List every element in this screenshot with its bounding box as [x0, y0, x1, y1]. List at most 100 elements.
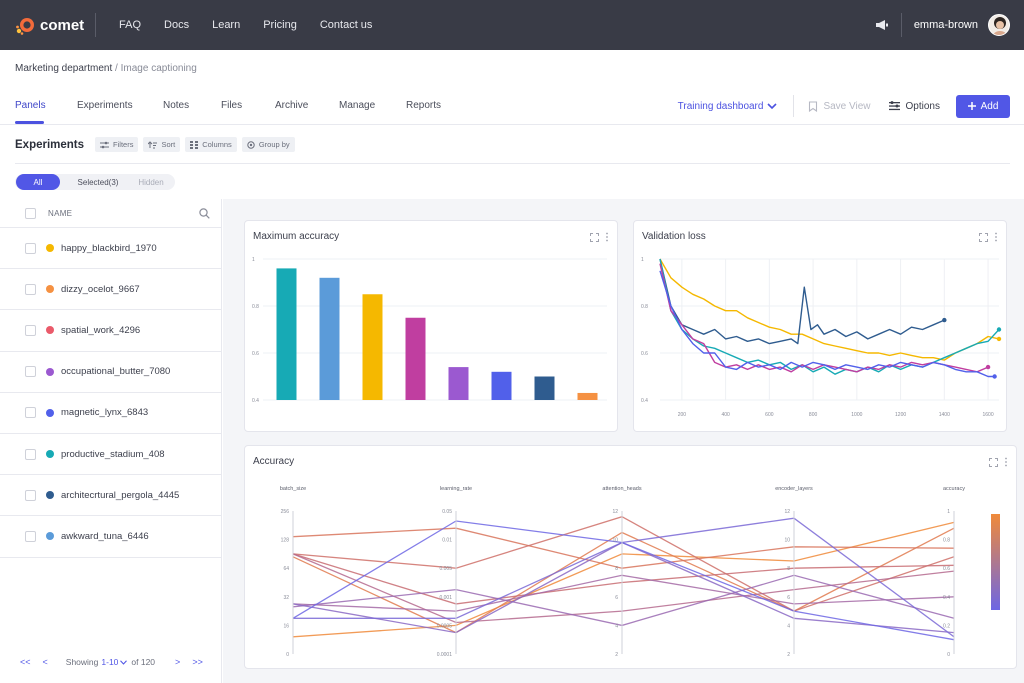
- experiment-color-dot: [46, 285, 54, 294]
- experiment-name[interactable]: architecrtural_pergola_4445: [61, 489, 180, 501]
- axis-tick-label: 0.05: [442, 509, 452, 515]
- y-tick-label: 1: [641, 257, 644, 263]
- row-checkbox[interactable]: [25, 530, 36, 542]
- segment-hidden[interactable]: Hidden: [138, 177, 164, 187]
- expand-icon[interactable]: [989, 457, 998, 467]
- more-vertical-icon[interactable]: [994, 232, 998, 242]
- axis-tick-label: 0.2: [943, 623, 950, 629]
- more-vertical-icon[interactable]: [1004, 457, 1008, 467]
- row-checkbox[interactable]: [25, 489, 36, 501]
- bar: [276, 268, 297, 400]
- panel-title: Validation loss: [642, 231, 706, 242]
- row-checkbox[interactable]: [25, 283, 36, 295]
- experiment-row[interactable]: dizzy_ocelot_9667: [0, 269, 221, 311]
- experiment-row[interactable]: occupational_butter_7080: [0, 352, 221, 393]
- x-tick-label: 400: [721, 412, 730, 418]
- tab-notes[interactable]: Notes: [163, 100, 190, 111]
- experiment-row[interactable]: magnetic_lynx_6843: [0, 393, 221, 434]
- sort-icon: [148, 140, 158, 148]
- megaphone-icon[interactable]: [875, 19, 889, 31]
- series-line: [659, 270, 995, 378]
- sort-button[interactable]: Sort: [143, 137, 181, 152]
- experiment-row[interactable]: productive_stadium_408: [0, 434, 221, 476]
- filters-button[interactable]: Filters: [95, 137, 139, 152]
- name-column-header[interactable]: NAME: [48, 208, 73, 218]
- experiment-name[interactable]: awkward_tuna_6446: [61, 530, 149, 542]
- axis-tick-label: 1: [947, 509, 950, 515]
- experiment-row[interactable]: awkward_tuna_6446: [0, 516, 221, 558]
- dashboard-select[interactable]: Training dashboard: [678, 101, 778, 112]
- breadcrumb-parent[interactable]: Marketing department: [15, 63, 113, 74]
- experiment-row[interactable]: spatial_work_4296: [0, 310, 221, 352]
- nav-link-docs[interactable]: Docs: [164, 19, 190, 31]
- bar: [577, 392, 598, 400]
- experiment-name[interactable]: dizzy_ocelot_9667: [61, 283, 140, 295]
- axis-tick-label: 4: [787, 623, 790, 629]
- row-checkbox[interactable]: [25, 407, 36, 419]
- tab-manage[interactable]: Manage: [339, 100, 376, 111]
- axis-label: encoder_layers: [775, 486, 813, 492]
- segment-all[interactable]: All: [16, 174, 60, 190]
- comet-logo[interactable]: comet: [15, 15, 95, 35]
- next-page-button[interactable]: >: [175, 657, 181, 667]
- last-page-button[interactable]: >>: [192, 657, 203, 667]
- experiment-name[interactable]: happy_blackbird_1970: [61, 242, 157, 254]
- row-checkbox[interactable]: [25, 324, 36, 336]
- save-view-label: Save View: [823, 100, 871, 112]
- columns-icon: [190, 140, 199, 149]
- columns-button[interactable]: Columns: [185, 137, 237, 152]
- pagination-range-select[interactable]: 1-10: [101, 657, 119, 667]
- nav-link-learn[interactable]: Learn: [212, 19, 241, 31]
- axis-tick-label: 0: [947, 652, 950, 658]
- axis-tick-label: 2: [615, 652, 618, 658]
- pagination-showing: Showing: [65, 657, 99, 667]
- tab-archive[interactable]: Archive: [275, 100, 309, 111]
- nav-link-faq[interactable]: FAQ: [119, 19, 142, 31]
- x-tick-label: 1400: [939, 412, 950, 418]
- row-checkbox[interactable]: [25, 366, 36, 378]
- nav-link-contact[interactable]: Contact us: [319, 19, 373, 31]
- save-view-button[interactable]: Save View: [808, 100, 871, 112]
- options-button[interactable]: Options: [888, 101, 940, 112]
- row-checkbox[interactable]: [25, 242, 36, 254]
- experiment-row[interactable]: happy_blackbird_1970: [0, 228, 221, 270]
- avatar[interactable]: [988, 14, 1010, 36]
- tab-experiments[interactable]: Experiments: [77, 100, 133, 111]
- panels-area: Maximum accuracy 0.4 0.6 0.8 1 Validation l…: [223, 199, 1024, 683]
- experiment-row[interactable]: architecrtural_pergola_4445: [0, 475, 221, 517]
- axis-tick-label: 0.8: [943, 538, 950, 544]
- search-icon[interactable]: [199, 208, 210, 219]
- tab-files[interactable]: Files: [221, 100, 243, 111]
- row-checkbox[interactable]: [25, 448, 36, 460]
- more-vertical-icon[interactable]: [605, 232, 609, 242]
- select-all-checkbox[interactable]: [25, 207, 36, 219]
- tabs-actions: Training dashboard Save View Options: [678, 94, 1010, 118]
- segment-selected[interactable]: Selected(3): [77, 177, 119, 187]
- expand-icon[interactable]: [979, 232, 988, 242]
- prev-page-button[interactable]: <: [42, 657, 48, 667]
- axis-tick-label: 0.6: [943, 566, 950, 572]
- bar: [405, 317, 426, 400]
- axis-tick-label: 0.01: [442, 538, 452, 544]
- axis-tick-label: 128: [281, 538, 290, 544]
- series-end-point: [996, 336, 1002, 342]
- experiment-name[interactable]: spatial_work_4296: [61, 324, 141, 336]
- tab-panels[interactable]: Panels: [15, 100, 46, 111]
- username[interactable]: emma-brown: [913, 19, 978, 31]
- panel-actions: [979, 232, 998, 242]
- axis-tick-label: 0.0005: [437, 623, 453, 629]
- tab-reports[interactable]: Reports: [406, 100, 442, 111]
- group-by-button[interactable]: Group by: [241, 137, 295, 152]
- experiment-name[interactable]: productive_stadium_408: [61, 448, 165, 460]
- nav-link-pricing[interactable]: Pricing: [263, 19, 297, 31]
- add-button[interactable]: Add: [956, 94, 1010, 118]
- x-tick-label: 800: [809, 412, 818, 418]
- breadcrumb-current: Image captioning: [120, 63, 197, 74]
- experiment-name[interactable]: occupational_butter_7080: [61, 366, 171, 378]
- filters-label: Filters: [113, 140, 134, 149]
- experiment-name[interactable]: magnetic_lynx_6843: [61, 407, 149, 419]
- expand-icon[interactable]: [590, 232, 599, 242]
- first-page-button[interactable]: <<: [20, 657, 31, 667]
- axis-label: attention_heads: [602, 486, 641, 492]
